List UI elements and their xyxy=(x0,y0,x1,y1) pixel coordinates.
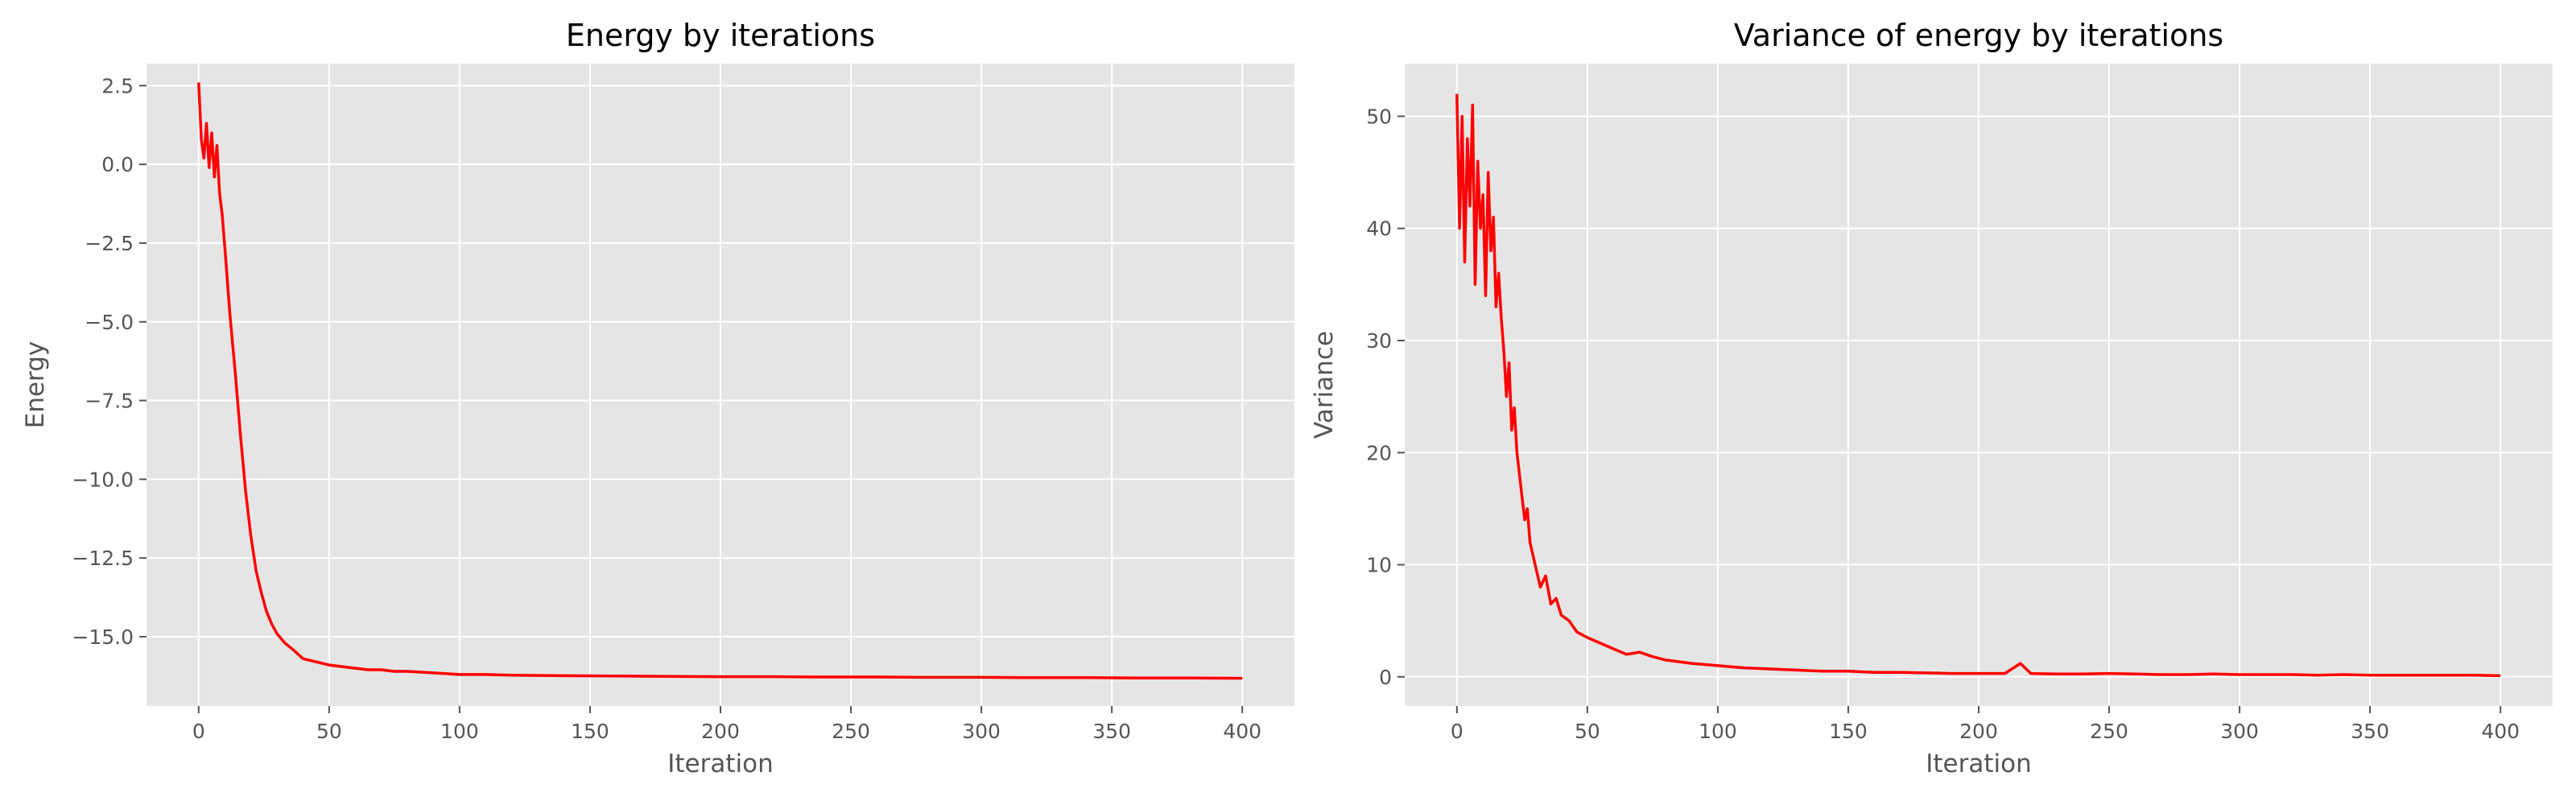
x-tick-label: 200 xyxy=(1959,720,1998,743)
y-tick-label: 0.0 xyxy=(101,153,134,176)
y-tick-label: −10.0 xyxy=(72,468,134,491)
x-tick-label: 100 xyxy=(440,720,479,743)
x-tick-label: 50 xyxy=(1575,720,1600,743)
y-tick-label: −2.5 xyxy=(85,232,134,255)
chart-title: Energy by iterations xyxy=(566,18,875,53)
grid xyxy=(1405,64,2553,706)
x-tick-label: 150 xyxy=(571,720,609,743)
x-tick-label: 150 xyxy=(1829,720,1868,743)
x-tick-label: 0 xyxy=(1451,720,1463,743)
y-tick-label: 50 xyxy=(1366,105,1392,128)
chart-panel-1: 0 50 100 150 200 250 300 350 400 2.5 0.0 −2.5 −5.0 −7… xyxy=(21,18,1294,778)
y-axis-label: Energy xyxy=(21,341,50,429)
y-tick-label: 20 xyxy=(1366,441,1392,464)
x-tick-label: 350 xyxy=(2351,720,2389,743)
grid xyxy=(147,64,1294,706)
x-tick-label: 100 xyxy=(1699,720,1737,743)
y-tick-label: 0 xyxy=(1379,666,1392,689)
y-tick-label: −12.5 xyxy=(72,547,134,570)
x-tick-label: 200 xyxy=(701,720,740,743)
x-tick-label: 350 xyxy=(1092,720,1131,743)
x-tick-label: 250 xyxy=(832,720,870,743)
y-tick-label: 30 xyxy=(1366,329,1392,353)
y-tick-label: 10 xyxy=(1366,554,1392,577)
x-axis-label: Iteration xyxy=(1926,749,2032,778)
x-axis-label: Iteration xyxy=(667,749,774,778)
x-tick-label: 400 xyxy=(2481,720,2520,743)
x-tick-label: 0 xyxy=(192,720,205,743)
y-tick-label: −15.0 xyxy=(72,625,134,649)
y-tick-label: 40 xyxy=(1366,217,1392,241)
y-tick-label: −5.0 xyxy=(85,311,134,334)
x-tick-label: 300 xyxy=(2220,720,2259,743)
y-tick-label: −7.5 xyxy=(85,390,134,413)
series-line-1 xyxy=(197,82,1243,680)
chart-panel-2: 0 50 100 150 200 250 300 350 400 0 10 20 30 40 50 Varia… xyxy=(1310,18,2553,778)
series-line-1 xyxy=(1455,93,2501,678)
x-tick-label: 50 xyxy=(316,720,342,743)
x-tick-label: 300 xyxy=(962,720,1001,743)
y-axis-label: Variance xyxy=(1310,331,1339,439)
x-tick-label: 250 xyxy=(2090,720,2128,743)
chart-title: Variance of energy by iterations xyxy=(1734,18,2223,53)
y-tick-label: 2.5 xyxy=(101,74,134,97)
x-tick-label: 400 xyxy=(1223,720,1261,743)
